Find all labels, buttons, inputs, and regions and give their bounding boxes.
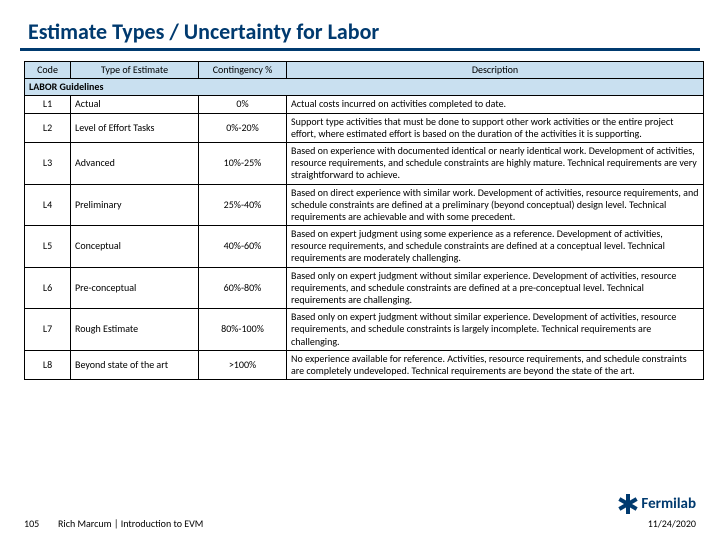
col-header-code: Code bbox=[25, 62, 71, 79]
cell-contingency: 25%-40% bbox=[199, 184, 287, 226]
cell-type: Advanced bbox=[71, 142, 199, 184]
table-row: L3 Advanced 10%-25% Based on experience … bbox=[25, 142, 704, 184]
col-header-description: Description bbox=[287, 62, 704, 79]
cell-description: Actual costs incurred on activities comp… bbox=[287, 96, 704, 113]
cell-code: L1 bbox=[25, 96, 71, 113]
cell-code: L7 bbox=[25, 309, 71, 351]
page-title: Estimate Types / Uncertainty for Labor bbox=[28, 18, 700, 45]
cell-type: Conceptual bbox=[71, 226, 199, 268]
cell-contingency: 80%-100% bbox=[199, 309, 287, 351]
cell-code: L3 bbox=[25, 142, 71, 184]
cell-description: Based on experience with documented iden… bbox=[287, 142, 704, 184]
cell-code: L6 bbox=[25, 267, 71, 309]
cell-contingency: 0%-20% bbox=[199, 113, 287, 142]
cell-type: Rough Estimate bbox=[71, 309, 199, 351]
footer-credit: Rich Marcum | Introduction to EVM bbox=[58, 517, 203, 530]
slide: Estimate Types / Uncertainty for Labor C… bbox=[0, 0, 720, 540]
cell-code: L2 bbox=[25, 113, 71, 142]
page-number: 105 bbox=[24, 517, 39, 530]
cell-contingency: 60%-80% bbox=[199, 267, 287, 309]
cell-contingency: 40%-60% bbox=[199, 226, 287, 268]
cell-description: Support type activities that must be don… bbox=[287, 113, 704, 142]
cell-description: Based on expert judgment using some expe… bbox=[287, 226, 704, 268]
cell-description: Based only on expert judgment without si… bbox=[287, 309, 704, 351]
table-banner: LABOR Guidelines bbox=[25, 79, 704, 96]
table-row: L6 Pre-conceptual 60%-80% Based only on … bbox=[25, 267, 704, 309]
cell-type: Pre-conceptual bbox=[71, 267, 199, 309]
cell-description: Based on direct experience with similar … bbox=[287, 184, 704, 226]
table-row: L5 Conceptual 40%-60% Based on expert ju… bbox=[25, 226, 704, 268]
cell-code: L4 bbox=[25, 184, 71, 226]
table-row: L1 Actual 0% Actual costs incurred on ac… bbox=[25, 96, 704, 113]
cell-description: No experience available for reference. A… bbox=[287, 350, 704, 379]
col-header-contingency: Contingency % bbox=[199, 62, 287, 79]
cell-code: L8 bbox=[25, 350, 71, 379]
table-row: L2 Level of Effort Tasks 0%-20% Support … bbox=[25, 113, 704, 142]
col-header-type: Type of Estimate bbox=[71, 62, 199, 79]
snowflake-icon bbox=[618, 494, 638, 514]
cell-code: L5 bbox=[25, 226, 71, 268]
table-row: L8 Beyond state of the art >100% No expe… bbox=[25, 350, 704, 379]
cell-type: Beyond state of the art bbox=[71, 350, 199, 379]
labor-guidelines-table: Code Type of Estimate Contingency % Desc… bbox=[24, 61, 704, 380]
logo-text: Fermilab bbox=[641, 495, 696, 513]
footer-date: 11/24/2020 bbox=[648, 517, 696, 530]
cell-contingency: 0% bbox=[199, 96, 287, 113]
cell-type: Actual bbox=[71, 96, 199, 113]
cell-type: Level of Effort Tasks bbox=[71, 113, 199, 142]
cell-contingency: >100% bbox=[199, 350, 287, 379]
table-row: L4 Preliminary 25%-40% Based on direct e… bbox=[25, 184, 704, 226]
cell-type: Preliminary bbox=[71, 184, 199, 226]
table-banner-row: LABOR Guidelines bbox=[25, 79, 704, 96]
fermilab-logo: Fermilab bbox=[618, 494, 696, 514]
table-row: L7 Rough Estimate 80%-100% Based only on… bbox=[25, 309, 704, 351]
table-body: LABOR Guidelines L1 Actual 0% Actual cos… bbox=[25, 79, 704, 380]
cell-description: Based only on expert judgment without si… bbox=[287, 267, 704, 309]
title-rule bbox=[20, 48, 700, 51]
cell-contingency: 10%-25% bbox=[199, 142, 287, 184]
table-header-row: Code Type of Estimate Contingency % Desc… bbox=[25, 62, 704, 79]
